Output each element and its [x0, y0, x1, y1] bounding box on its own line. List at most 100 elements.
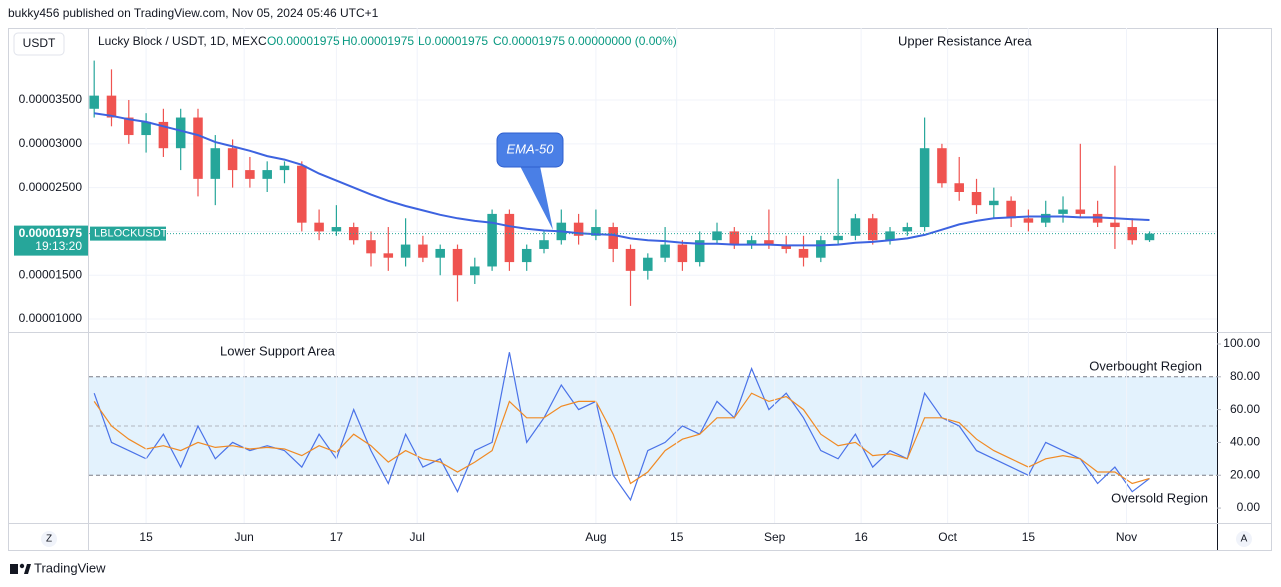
candle-body	[106, 95, 117, 118]
y-tick-label: 80.00	[1230, 369, 1260, 383]
candle-body	[764, 240, 774, 245]
candle-body	[297, 165, 307, 223]
candle-body	[1075, 209, 1086, 214]
candle-body	[989, 200, 999, 206]
candle-body	[331, 227, 342, 232]
brand-logo	[10, 563, 31, 574]
logo-part	[24, 564, 31, 574]
axis-button-label[interactable]: Z	[46, 534, 52, 545]
last-price-label: 0.00001975	[19, 226, 83, 240]
candle-body	[573, 222, 584, 236]
candle-body	[902, 227, 913, 232]
annotation: Upper Resistance Area	[898, 33, 1032, 48]
rsi-pane	[89, 343, 1221, 509]
rsi-line	[93, 392, 1150, 485]
candle-body	[919, 148, 930, 228]
candle-body	[798, 248, 809, 258]
candle-body	[435, 248, 445, 258]
candle-body	[1110, 222, 1120, 228]
candle-body	[885, 231, 895, 241]
symbol-tag	[90, 226, 166, 241]
candle-body	[1023, 218, 1034, 223]
candle-body	[1006, 200, 1016, 219]
candle-body	[175, 117, 186, 149]
frame	[8, 28, 1272, 551]
ohlc-low: L0.00001975	[418, 34, 488, 48]
candle-body	[89, 95, 99, 109]
y-tick-label: 0.00002500	[19, 180, 83, 194]
candle-body	[781, 244, 791, 249]
candle-body	[643, 257, 653, 271]
candle-body	[591, 227, 601, 236]
x-tick-label: 15	[670, 530, 684, 544]
x-tick-label: Oct	[938, 530, 957, 544]
y-tick-label: 0.00003000	[19, 136, 83, 150]
annotation: Oversold Region	[1111, 490, 1208, 505]
candle-body	[487, 213, 497, 267]
candle-body	[746, 240, 757, 245]
currency-button[interactable]	[13, 32, 65, 56]
candle-body	[141, 121, 151, 136]
candle-body	[625, 248, 636, 271]
candle-body	[418, 244, 428, 258]
y-tick-label: 0.00001500	[19, 267, 83, 281]
candle-body	[314, 222, 324, 232]
candle-body	[521, 248, 532, 263]
candle-body	[279, 165, 290, 171]
x-tick-label: Sep	[764, 530, 786, 544]
candle-body	[729, 231, 740, 245]
candle-body	[712, 231, 722, 241]
axis-button-label[interactable]: A	[1241, 534, 1248, 545]
candle-body	[1058, 209, 1068, 214]
candle-body	[262, 170, 272, 179]
candle-body	[937, 148, 947, 184]
candle-body	[470, 266, 480, 276]
y-tick-label: 60.00	[1230, 402, 1260, 416]
candle-body	[245, 170, 255, 179]
annotation: Overbought Region	[1089, 358, 1202, 373]
candle-body	[400, 244, 411, 258]
annotation: Lower Support Area	[220, 343, 336, 358]
x-tick-label: 16	[854, 530, 868, 544]
candle-body	[608, 227, 618, 249]
logo-part	[19, 563, 25, 569]
candle-body	[124, 117, 134, 136]
y-tick-label: 40.00	[1230, 435, 1260, 449]
ohlc-high: H0.00001975	[342, 34, 414, 48]
currency[interactable]: USDT	[23, 36, 56, 50]
ohlc-change: 0.00000000 (0.00%)	[568, 34, 677, 48]
candle-body	[366, 240, 376, 254]
candle-body	[867, 218, 878, 241]
candle-body	[971, 192, 982, 206]
countdown: 19:13:20	[35, 239, 82, 253]
candle-body	[850, 218, 861, 236]
axis-button[interactable]	[1236, 531, 1252, 547]
callout-text: EMA-50	[507, 141, 555, 156]
axis-button[interactable]	[41, 531, 57, 547]
x-tick-label: Jul	[410, 530, 425, 544]
candle-body	[677, 244, 688, 263]
x-tick-label: 15	[139, 530, 153, 544]
price-pane	[89, 28, 1217, 523]
candle-body	[227, 148, 238, 171]
candle-body	[1127, 227, 1137, 241]
x-tick-label: Nov	[1116, 530, 1137, 544]
brand: TradingView	[34, 560, 106, 575]
x-tick-label: 17	[330, 530, 344, 544]
y-tick-label: 0.00	[1237, 500, 1261, 514]
symbol-tag-label: LBLOCKUSDT	[94, 228, 168, 240]
candle-body	[1144, 233, 1155, 241]
y-tick-label: 0.00003500	[19, 92, 83, 106]
candle-body	[694, 240, 705, 263]
candle-body	[660, 244, 670, 258]
candle-body	[504, 213, 515, 263]
logo-part	[10, 564, 18, 574]
candle-body	[158, 121, 169, 149]
y-tick-label: 100.00	[1223, 336, 1260, 350]
ema-line	[94, 112, 1150, 247]
ohlc-open: O0.00001975	[267, 34, 340, 48]
callout-box	[496, 132, 564, 168]
y-tick-label: 20.00	[1230, 467, 1260, 481]
